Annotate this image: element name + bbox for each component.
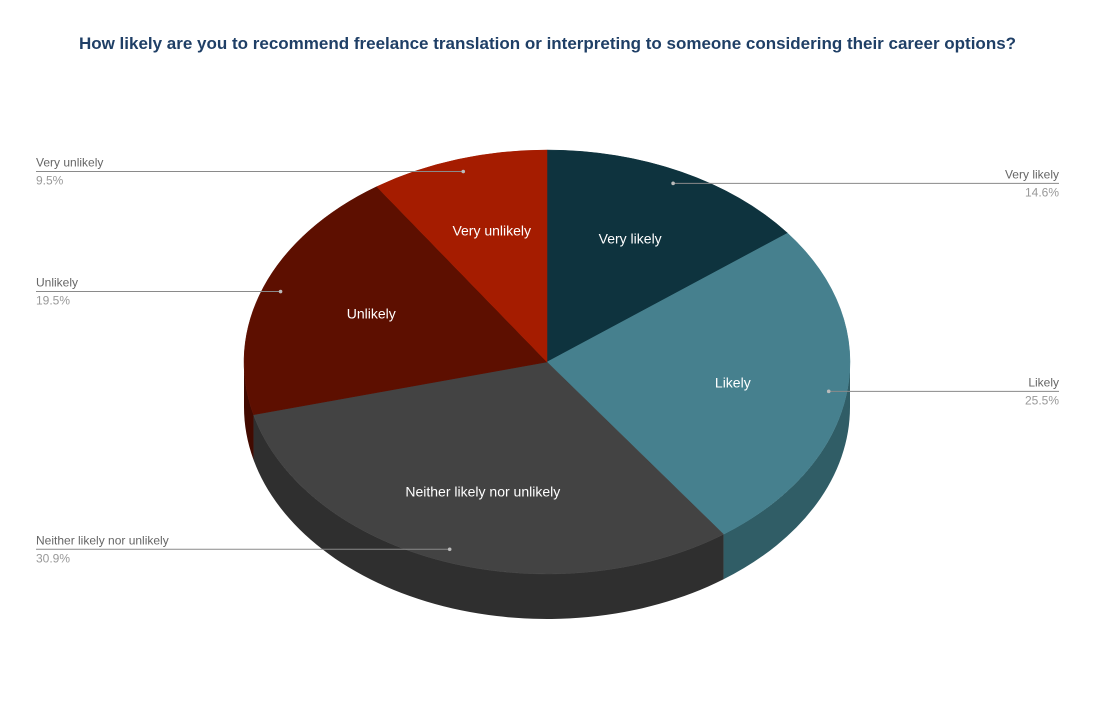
leader-dot — [447, 547, 452, 552]
pie-side-unlikely — [244, 362, 254, 460]
slice-inner-label: Likely — [715, 374, 751, 390]
pie-side-neither-likely-nor-unlikely — [253, 414, 724, 620]
slice-value-label: 9.5% — [36, 174, 64, 188]
slice-outer-label: Unlikely — [36, 276, 78, 290]
slice-inner-label: Very unlikely — [452, 222, 531, 238]
slice-labels: Very likely Very likely 14.6% Likely Likely 2… — [36, 156, 1059, 566]
chart-title: How likely are you to recommend freelanc… — [78, 34, 1017, 53]
leader-dot — [826, 389, 831, 394]
slice-outer-label: Likely — [1028, 375, 1059, 389]
slice-outer-label: Very likely — [1005, 167, 1059, 181]
pie-slice-very-unlikely — [376, 149, 548, 363]
slice-inner-label: Neither likely nor unlikely — [405, 484, 560, 500]
pie-slice-unlikely — [243, 186, 548, 416]
leader-dot — [461, 169, 466, 174]
leader-lines — [36, 169, 1059, 552]
pie-slice-very-likely — [546, 149, 789, 363]
pie-slice-likely — [546, 232, 851, 535]
slice-value-label: 30.9% — [36, 551, 70, 565]
slice-inner-label: Unlikely — [347, 305, 396, 321]
leader-dot — [671, 181, 675, 186]
pie-sides — [244, 362, 851, 620]
slice-value-label: 14.6% — [1025, 185, 1059, 199]
slice-value-label: 25.5% — [1025, 393, 1059, 407]
slice-inner-label: Very likely — [599, 230, 662, 246]
pie-slices — [243, 149, 851, 575]
slice-outer-label: Very unlikely — [36, 156, 103, 170]
slice-value-label: 19.5% — [36, 294, 70, 308]
leader-dot — [278, 289, 283, 294]
slice-outer-label: Neither likely nor unlikely — [36, 533, 169, 547]
pie-side-likely — [723, 362, 851, 580]
pie-slice-neither-likely-nor-unlikely — [253, 361, 724, 575]
